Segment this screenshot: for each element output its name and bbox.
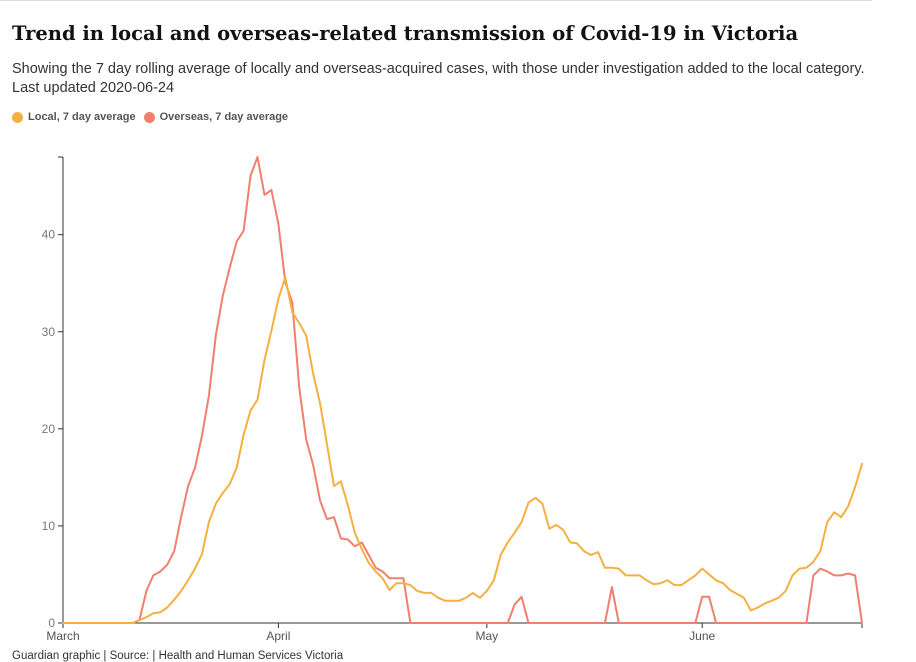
chart-subtitle: Showing the 7 day rolling average of loc… <box>12 61 865 96</box>
series-line-overseas <box>62 156 863 624</box>
x-tick-label: May <box>475 629 498 643</box>
y-tick-label: 20 <box>42 422 56 436</box>
legend-item-local: Local, 7 day average <box>12 111 136 123</box>
top-rule <box>0 0 872 1</box>
y-tick-label: 30 <box>42 325 56 339</box>
legend-item-overseas: Overseas, 7 day average <box>143 111 289 123</box>
y-tick-label: 10 <box>42 519 56 533</box>
legend-label-overseas: Overseas, 7 day average <box>159 111 289 123</box>
y-tick-label: 40 <box>42 228 56 242</box>
legend: Local, 7 day average Overseas, 7 day ave… <box>12 111 296 123</box>
chart-footer: Guardian graphic | Source: | Health and … <box>12 650 344 662</box>
chart-title: Trend in local and overseas-related tran… <box>12 22 799 45</box>
x-tick-label: June <box>689 629 715 643</box>
legend-label-local: Local, 7 day average <box>28 111 136 123</box>
series-line-local <box>62 276 863 624</box>
x-tick-label: April <box>266 629 290 643</box>
y-tick-label: 0 <box>48 616 55 630</box>
legend-swatch-local <box>12 111 23 123</box>
x-tick-label: March <box>46 629 79 643</box>
legend-swatch-overseas <box>143 111 155 123</box>
